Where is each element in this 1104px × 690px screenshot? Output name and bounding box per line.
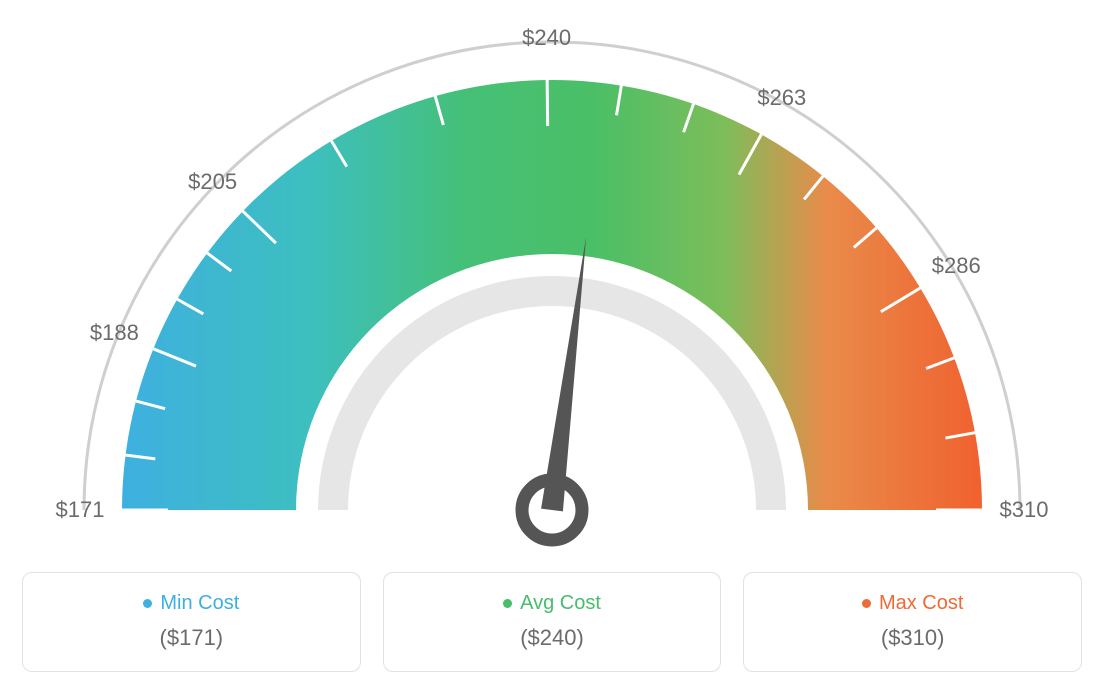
legend-value: ($240) [520,625,584,651]
dot-icon [143,599,152,608]
dot-icon [862,599,871,608]
gauge-svg [0,0,1104,560]
legend-label: Avg Cost [520,592,601,615]
gauge-tick-label: $263 [757,85,806,111]
gauge-tick-label: $240 [522,25,571,51]
gauge-tick-label: $171 [56,497,105,523]
legend-card-avg: Avg Cost ($240) [383,572,722,672]
gauge-tick-label: $286 [932,253,981,279]
legend-card-min: Min Cost ($171) [22,572,361,672]
legend-card-max: Max Cost ($310) [743,572,1082,672]
legend-value: ($310) [881,625,945,651]
legend-title-avg: Avg Cost [503,592,601,615]
cost-gauge: $171 $188 $205 $240 $263 $286 $310 [0,0,1104,560]
gauge-tick-label: $205 [188,169,237,195]
legend-value: ($171) [160,625,224,651]
legend-title-max: Max Cost [862,592,963,615]
legend-label: Max Cost [879,592,963,615]
legend-row: Min Cost ($171) Avg Cost ($240) Max Cost… [0,572,1104,690]
legend-title-min: Min Cost [143,592,239,615]
dot-icon [503,599,512,608]
gauge-tick-label: $310 [1000,497,1049,523]
gauge-tick-label: $188 [90,320,139,346]
legend-label: Min Cost [160,592,239,615]
